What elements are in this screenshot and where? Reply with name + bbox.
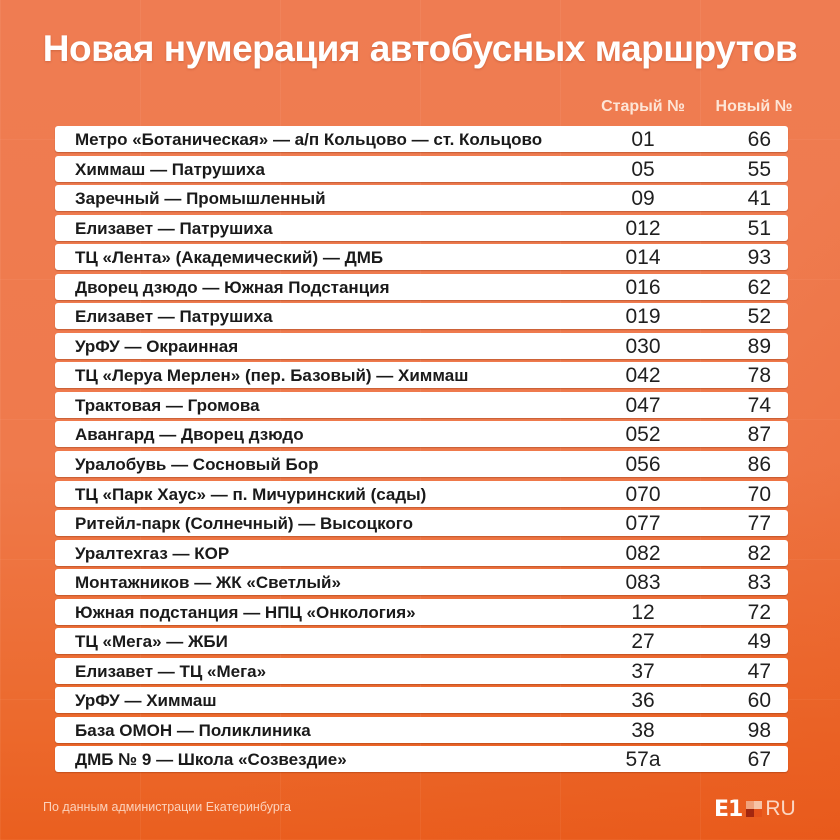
route-name: ТЦ «Лента» (Академический) — ДМБ: [75, 248, 384, 268]
route-name: ТЦ «Парк Хаус» — п. Мичуринский (сады): [75, 484, 427, 504]
old-number: 27: [631, 630, 655, 654]
new-number: 87: [747, 423, 771, 447]
old-number: 36: [631, 689, 655, 713]
old-number: 019: [625, 305, 661, 329]
old-number: 082: [625, 541, 661, 565]
new-number: 51: [747, 216, 771, 240]
old-number: 047: [625, 393, 661, 417]
new-number: 41: [747, 187, 771, 211]
new-number: 78: [747, 364, 771, 388]
new-number: 86: [747, 453, 771, 477]
table-row: Дворец дзюдо — Южная Подстанция 016 62: [55, 273, 788, 300]
old-number: 014: [625, 246, 661, 270]
logo-squares-icon: [746, 801, 763, 817]
route-name: Южная подстанция — НПЦ «Онкология»: [75, 602, 416, 622]
new-number: 55: [747, 157, 771, 181]
new-number: 66: [747, 128, 771, 151]
route-name: Уралобувь — Сосновый Бор: [75, 455, 319, 475]
old-number: 012: [625, 216, 661, 240]
table-row: Монтажников — ЖК «Светлый» 083 83: [55, 569, 788, 596]
table-row: Ритейл-парк (Солнечный) — Высоцкого 077 77: [55, 510, 788, 537]
new-number: 62: [747, 275, 771, 299]
route-name: Авангард — Дворец дзюдо: [75, 425, 304, 445]
table-row: Трактовая — Громова 047 74: [55, 391, 788, 418]
table-row: Метро «Ботаническая» — а/п Кольцово — ст…: [55, 126, 788, 152]
table-row: ТЦ «Лента» (Академический) — ДМБ 014 93: [55, 244, 788, 271]
routes-table: Метро «Ботаническая» — а/п Кольцово — ст…: [55, 126, 788, 776]
new-number: 67: [747, 748, 771, 772]
old-number: 056: [625, 453, 661, 477]
route-name: УрФУ — Химмаш: [75, 691, 217, 711]
route-name: Химмаш — Патрушиха: [75, 159, 265, 179]
column-headers: Старый № Новый №: [0, 98, 840, 120]
route-name: Елизавет — Патрушиха: [75, 218, 273, 238]
old-number: 070: [625, 482, 661, 506]
logo-suffix-text: RU: [765, 797, 796, 820]
new-number: 82: [747, 541, 771, 565]
route-name: ТЦ «Мега» — ЖБИ: [75, 632, 228, 652]
old-number: 09: [631, 187, 655, 211]
table-row: ТЦ «Мега» — ЖБИ 27 49: [55, 628, 788, 655]
new-number: 83: [747, 571, 771, 595]
table-row: Южная подстанция — НПЦ «Онкология» 12 72: [55, 598, 788, 625]
column-header-old: Старый №: [601, 98, 685, 115]
table-row: Уралтехгаз — КОР 082 82: [55, 539, 788, 566]
new-number: 89: [747, 334, 771, 358]
new-number: 52: [747, 305, 771, 329]
old-number: 052: [625, 423, 661, 447]
route-name: Дворец дзюдо — Южная Подстанция: [75, 277, 390, 297]
table-row: ДМБ № 9 — Школа «Созвездие» 57а 67: [55, 746, 788, 773]
table-row: Елизавет — Патрушиха 019 52: [55, 303, 788, 330]
route-name: База ОМОН — Поликлиника: [75, 720, 311, 740]
new-number: 49: [747, 630, 771, 654]
route-name: Трактовая — Громова: [75, 395, 260, 415]
table-row: Авангард — Дворец дзюдо 052 87: [55, 421, 788, 448]
table-row: Елизавет — ТЦ «Мега» 37 47: [55, 657, 788, 684]
old-number: 016: [625, 275, 661, 299]
old-number: 37: [631, 659, 655, 683]
table-row: УрФУ — Окраинная 030 89: [55, 332, 788, 359]
route-name: Елизавет — Патрушиха: [75, 307, 273, 327]
old-number: 05: [631, 157, 655, 181]
new-number: 98: [747, 718, 771, 742]
route-name: Метро «Ботаническая» — а/п Кольцово — ст…: [75, 130, 543, 149]
new-number: 47: [747, 659, 771, 683]
table-row: Заречный — Промышленный 09 41: [55, 185, 788, 212]
route-name: Уралтехгаз — КОР: [75, 543, 230, 563]
old-number: 042: [625, 364, 661, 388]
source-note: По данным администрации Екатеринбурга: [43, 800, 292, 814]
route-name: Ритейл-парк (Солнечный) — Высоцкого: [75, 514, 414, 534]
old-number: 12: [631, 600, 655, 624]
new-number: 72: [747, 600, 771, 624]
column-header-new: Новый №: [715, 98, 793, 115]
table-row: База ОМОН — Поликлиника 38 98: [55, 716, 788, 743]
route-name: Заречный — Промышленный: [75, 189, 326, 209]
old-number: 38: [631, 718, 655, 742]
old-number: 57а: [625, 748, 661, 772]
table-row: УрФУ — Химмаш 36 60: [55, 687, 788, 714]
table-row: ТЦ «Леруа Мерлен» (пер. Базовый) — Химма…: [55, 362, 788, 389]
route-name: ДМБ № 9 — Школа «Созвездие»: [75, 750, 347, 770]
route-name: Монтажников — ЖК «Светлый»: [75, 573, 341, 593]
table-row: Уралобувь — Сосновый Бор 056 86: [55, 451, 788, 478]
old-number: 077: [625, 512, 661, 536]
logo-main-text: E1: [714, 796, 743, 822]
table-row: Химмаш — Патрушиха 05 55: [55, 155, 788, 182]
old-number: 01: [631, 128, 655, 151]
old-number: 083: [625, 571, 661, 595]
route-name: Елизавет — ТЦ «Мега»: [75, 661, 267, 681]
new-number: 77: [747, 512, 771, 536]
route-name: УрФУ — Окраинная: [75, 336, 239, 356]
new-number: 60: [747, 689, 771, 713]
page-title: Новая нумерация автобусных маршрутов: [42, 28, 798, 69]
new-number: 70: [747, 482, 771, 506]
table-row: ТЦ «Парк Хаус» — п. Мичуринский (сады) 07…: [55, 480, 788, 507]
e1-logo: E1 RU: [714, 796, 796, 822]
table-row: Елизавет — Патрушиха 012 51: [55, 214, 788, 241]
new-number: 74: [747, 393, 771, 417]
route-name: ТЦ «Леруа Мерлен» (пер. Базовый) — Химма…: [75, 366, 469, 386]
old-number: 030: [625, 334, 661, 358]
new-number: 93: [747, 246, 771, 270]
